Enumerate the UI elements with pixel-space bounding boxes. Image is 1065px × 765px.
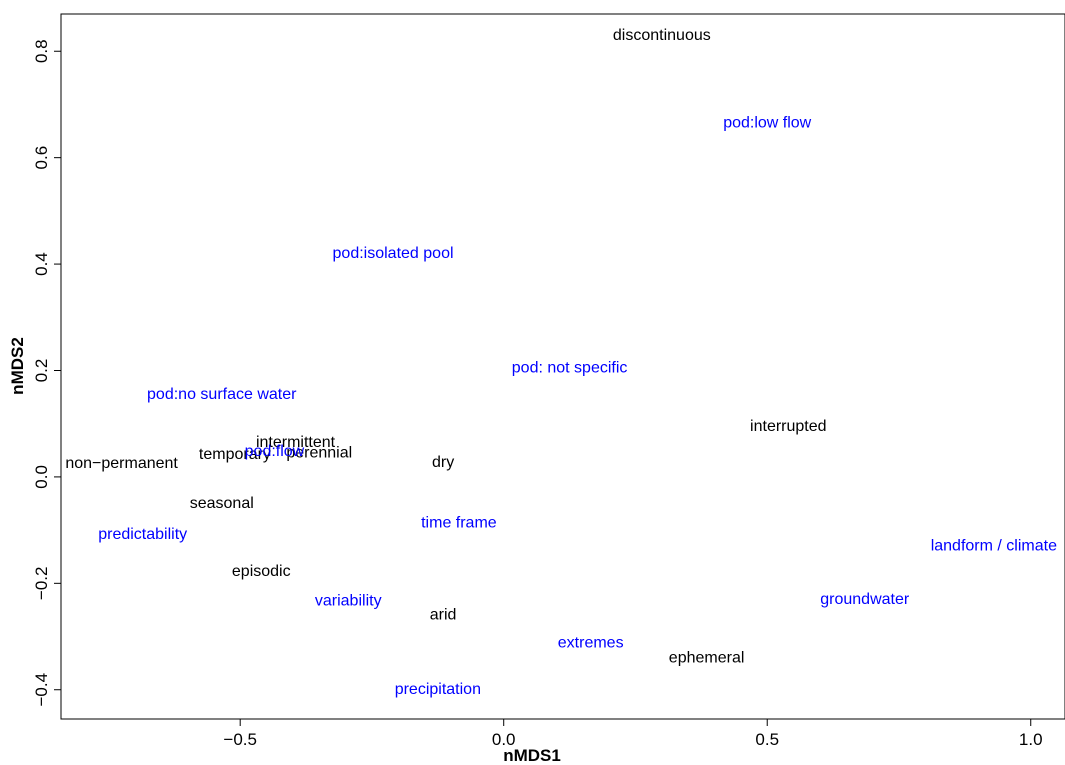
x-tick-label: 1.0 xyxy=(1019,730,1043,749)
point-label: landform / climate xyxy=(931,538,1057,555)
point-label: pod:flow xyxy=(245,443,305,460)
point-label: episodic xyxy=(232,563,291,580)
point-label: arid xyxy=(430,607,457,624)
point-label: variability xyxy=(315,592,382,609)
point-label: intermittent xyxy=(256,434,336,451)
point-label: groundwater xyxy=(820,591,910,608)
y-tick-label: 0.6 xyxy=(32,146,51,170)
point-label: discontinuous xyxy=(613,27,711,44)
y-tick-label: −0.4 xyxy=(32,673,51,707)
x-tick-label: −0.5 xyxy=(223,730,257,749)
point-label: perennial xyxy=(286,444,352,461)
x-tick-label: 0.5 xyxy=(755,730,779,749)
point-label: pod:isolated pool xyxy=(333,245,454,262)
point-label: precipitation xyxy=(395,681,481,698)
x-axis: −0.5 0.0 0.5 1.0 xyxy=(223,719,1043,749)
x-tick-label: 0.0 xyxy=(492,730,516,749)
y-tick-label: −0.2 xyxy=(32,567,51,601)
point-label: time frame xyxy=(421,515,497,532)
point-label: seasonal xyxy=(190,495,254,512)
point-label: ephemeral xyxy=(669,649,745,666)
y-tick-label: 0.8 xyxy=(32,39,51,63)
point-label: pod:no surface water xyxy=(147,386,297,403)
point-label: extremes xyxy=(558,634,624,651)
point-label: pod: not specific xyxy=(512,359,628,376)
point-labels: discontinuous pod:low flow pod:isolated po… xyxy=(65,27,1057,698)
y-tick-label: 0.0 xyxy=(32,465,51,489)
point-label: interrupted xyxy=(750,418,827,435)
point-label: temporary xyxy=(199,446,271,463)
plot-frame xyxy=(60,13,1065,720)
point-label: non−permanent xyxy=(65,455,178,472)
y-tick-label: 0.2 xyxy=(32,359,51,383)
y-axis: −0.4 −0.2 0.0 0.2 0.4 0.6 0.8 xyxy=(32,39,61,707)
x-axis-title: nMDS1 xyxy=(503,746,561,765)
point-label: pod:low flow xyxy=(723,115,811,132)
y-axis-title: nMDS2 xyxy=(8,337,27,395)
point-label: predictability xyxy=(98,526,187,543)
point-label: dry xyxy=(432,454,454,471)
y-tick-label: 0.4 xyxy=(32,252,51,276)
